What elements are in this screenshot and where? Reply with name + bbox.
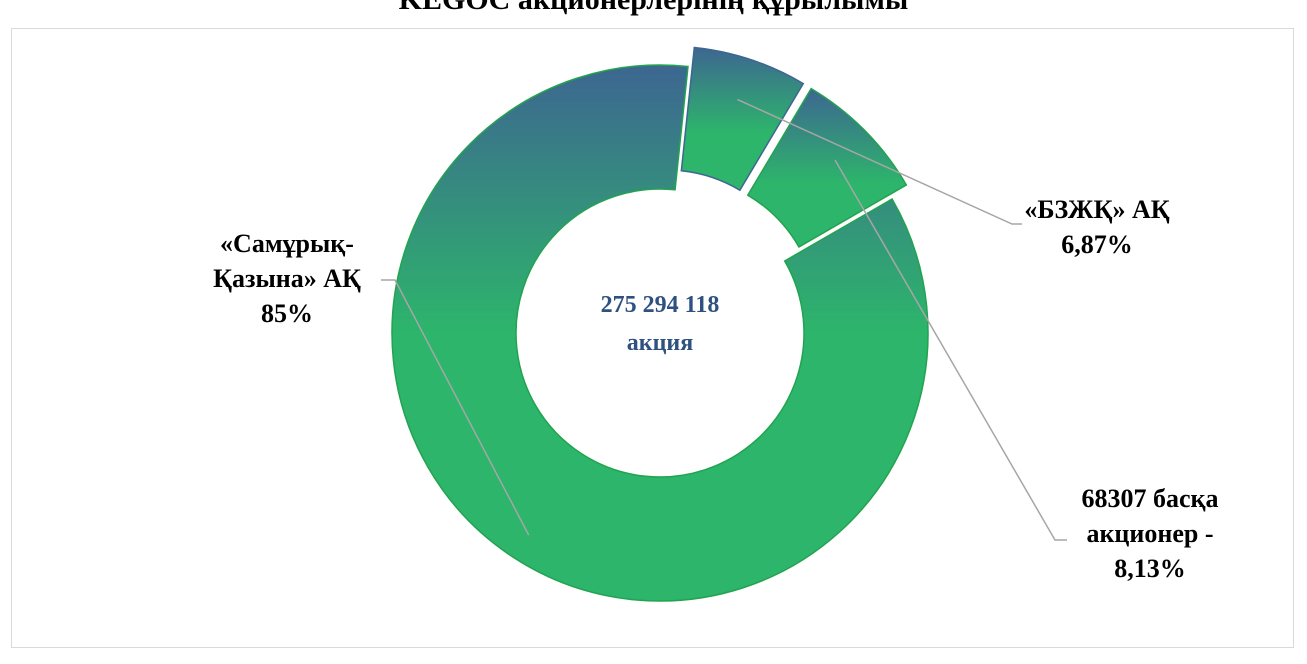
slice-самұрық-қазына-ақ [391, 64, 929, 602]
leader-line-68307-басқа-акционер [834, 159, 1067, 541]
leader-line-самұрық-қазына-ақ [381, 279, 530, 536]
data-label-68307-басқа-акционер: 68307 басқа акционер -8,13% [1081, 484, 1218, 583]
plot-area-frame [11, 28, 1294, 648]
slice-68307-басқа-акционер [746, 87, 908, 248]
leader-line-бзжқ-ақ [737, 98, 1022, 225]
center-total-label: 275 294 118 акция [601, 292, 720, 356]
data-label-бзжқ-ақ: «БЗЖҚ» АҚ 6,87% [1024, 195, 1169, 259]
slice-бзжқ-ақ [680, 46, 805, 192]
data-label-самұрық-қазына-ақ: «Самұрық-Қазына» АҚ 85% [213, 229, 361, 328]
chart-title: KEGOC акционерлерінің құрылымы [0, 0, 1307, 22]
